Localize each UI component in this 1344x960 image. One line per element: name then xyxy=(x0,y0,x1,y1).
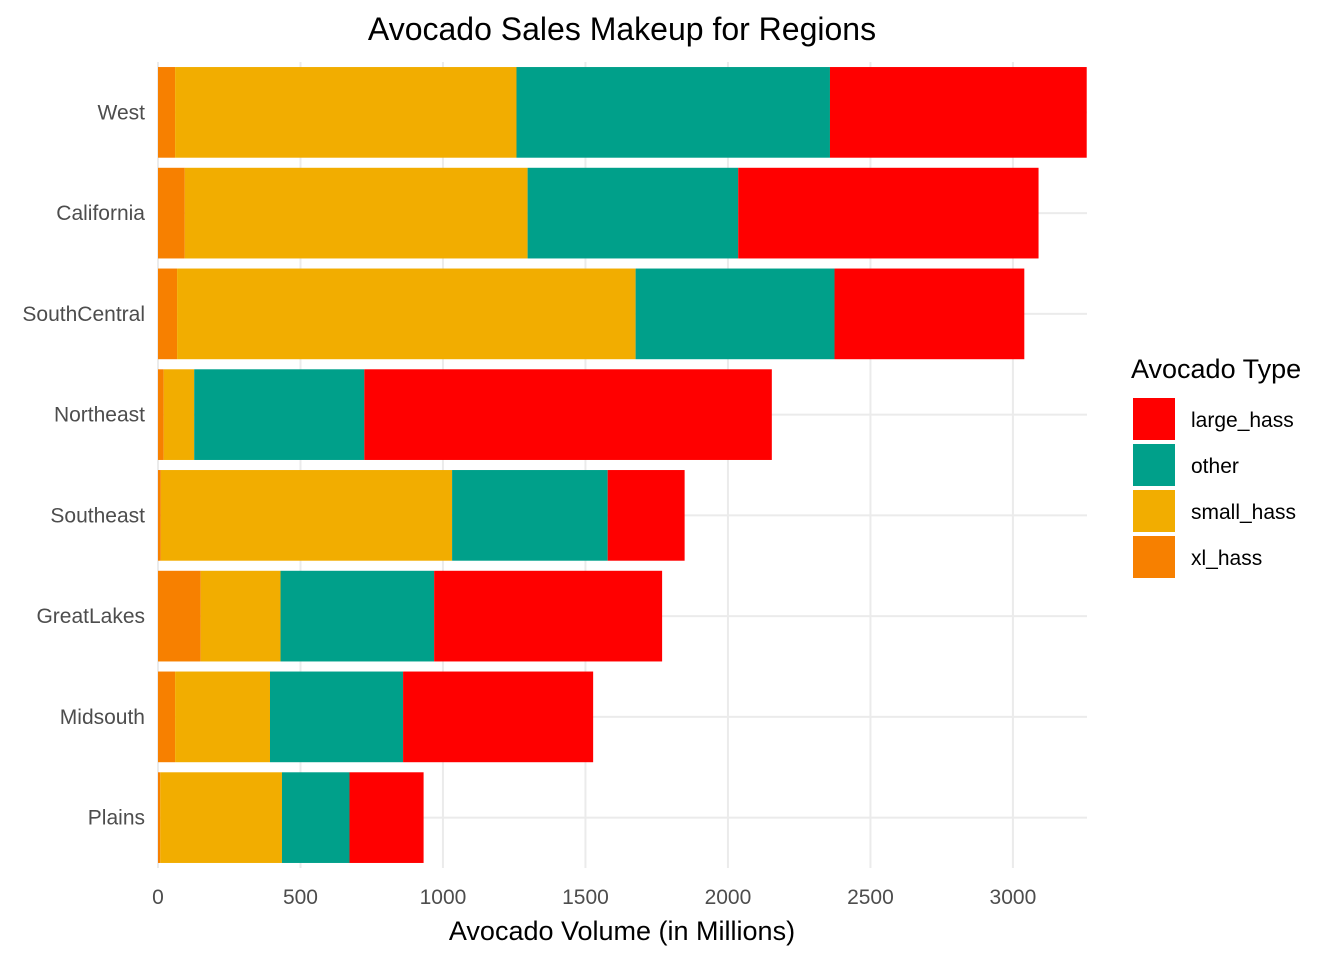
bar-West-other xyxy=(516,67,830,158)
y-tick-label: Midsouth xyxy=(60,706,145,729)
bar-Southeast-small_hass xyxy=(160,470,453,561)
bar-GreatLakes-xl_hass xyxy=(158,570,201,662)
y-tick-label: GreatLakes xyxy=(36,605,145,628)
legend-label-small_hass: small_hass xyxy=(1191,501,1296,524)
bar-Midsouth-large_hass xyxy=(403,671,594,763)
bar-SouthCentral-large_hass xyxy=(834,268,1025,360)
x-tick-label: 1000 xyxy=(420,886,467,909)
bar-Northeast-other xyxy=(194,369,365,460)
y-tick-label: West xyxy=(98,101,146,124)
bar-West-large_hass xyxy=(829,67,1087,158)
y-tick-label: Southeast xyxy=(50,504,145,527)
bar-Northeast-large_hass xyxy=(364,369,772,460)
bar-California-other xyxy=(527,167,739,259)
legend-swatch-small_hass xyxy=(1133,490,1175,532)
y-tick-label: Northeast xyxy=(54,404,145,427)
bar-GreatLakes-other xyxy=(280,570,435,662)
bar-Plains-xl_hass xyxy=(158,772,161,863)
legend-title: Avocado Type xyxy=(1131,354,1301,384)
bar-Plains-large_hass xyxy=(349,772,424,863)
legend-label-other: other xyxy=(1191,455,1239,478)
x-tick-label: 1500 xyxy=(562,886,609,909)
bar-West-xl_hass xyxy=(158,67,176,158)
bar-Midsouth-other xyxy=(269,671,404,763)
legend-label-xl_hass: xl_hass xyxy=(1191,547,1262,570)
legend-swatch-other xyxy=(1133,444,1175,486)
y-tick-labels: Plains Midsouth GreatLakes Southeast Northea… xyxy=(22,101,145,829)
bar-California-xl_hass xyxy=(158,167,185,259)
bar-California-large_hass xyxy=(738,167,1039,259)
bar-SouthCentral-small_hass xyxy=(177,268,636,360)
bar-Plains-other xyxy=(281,772,350,863)
bar-Southeast-other xyxy=(452,470,608,561)
chart-title: Avocado Sales Makeup for Regions xyxy=(368,11,876,47)
x-tick-label: 500 xyxy=(283,886,318,909)
x-tick-label: 3000 xyxy=(990,886,1037,909)
bar-Northeast-small_hass xyxy=(163,369,195,460)
bar-West-small_hass xyxy=(175,67,517,158)
bar-GreatLakes-large_hass xyxy=(434,570,663,662)
x-axis-label: Avocado Volume (in Millions) xyxy=(449,916,795,946)
legend-swatch-large_hass xyxy=(1133,398,1175,440)
x-tick-label: 2000 xyxy=(705,886,752,909)
bar-SouthCentral-xl_hass xyxy=(158,268,178,360)
bar-Northeast-xl_hass xyxy=(158,369,164,460)
bar-GreatLakes-small_hass xyxy=(200,570,281,662)
bar-SouthCentral-other xyxy=(635,268,835,360)
legend-label-large_hass: large_hass xyxy=(1191,409,1294,432)
bar-Southeast-large_hass xyxy=(607,470,685,561)
y-tick-label: SouthCentral xyxy=(22,303,145,326)
bar-Midsouth-small_hass xyxy=(175,671,270,763)
y-tick-label: Plains xyxy=(88,807,145,830)
bar-Southeast-xl_hass xyxy=(158,470,161,561)
legend-swatch-xl_hass xyxy=(1133,536,1175,578)
x-tick-label: 0 xyxy=(152,886,164,909)
bars-layer xyxy=(158,67,1087,863)
y-tick-label: California xyxy=(56,202,145,225)
x-tick-labels: 0 500 1000 1500 2000 2500 3000 xyxy=(152,886,1036,909)
x-tick-label: 2500 xyxy=(847,886,894,909)
bar-California-small_hass xyxy=(184,167,528,259)
bar-Plains-small_hass xyxy=(160,772,282,863)
bar-Midsouth-xl_hass xyxy=(158,671,176,763)
